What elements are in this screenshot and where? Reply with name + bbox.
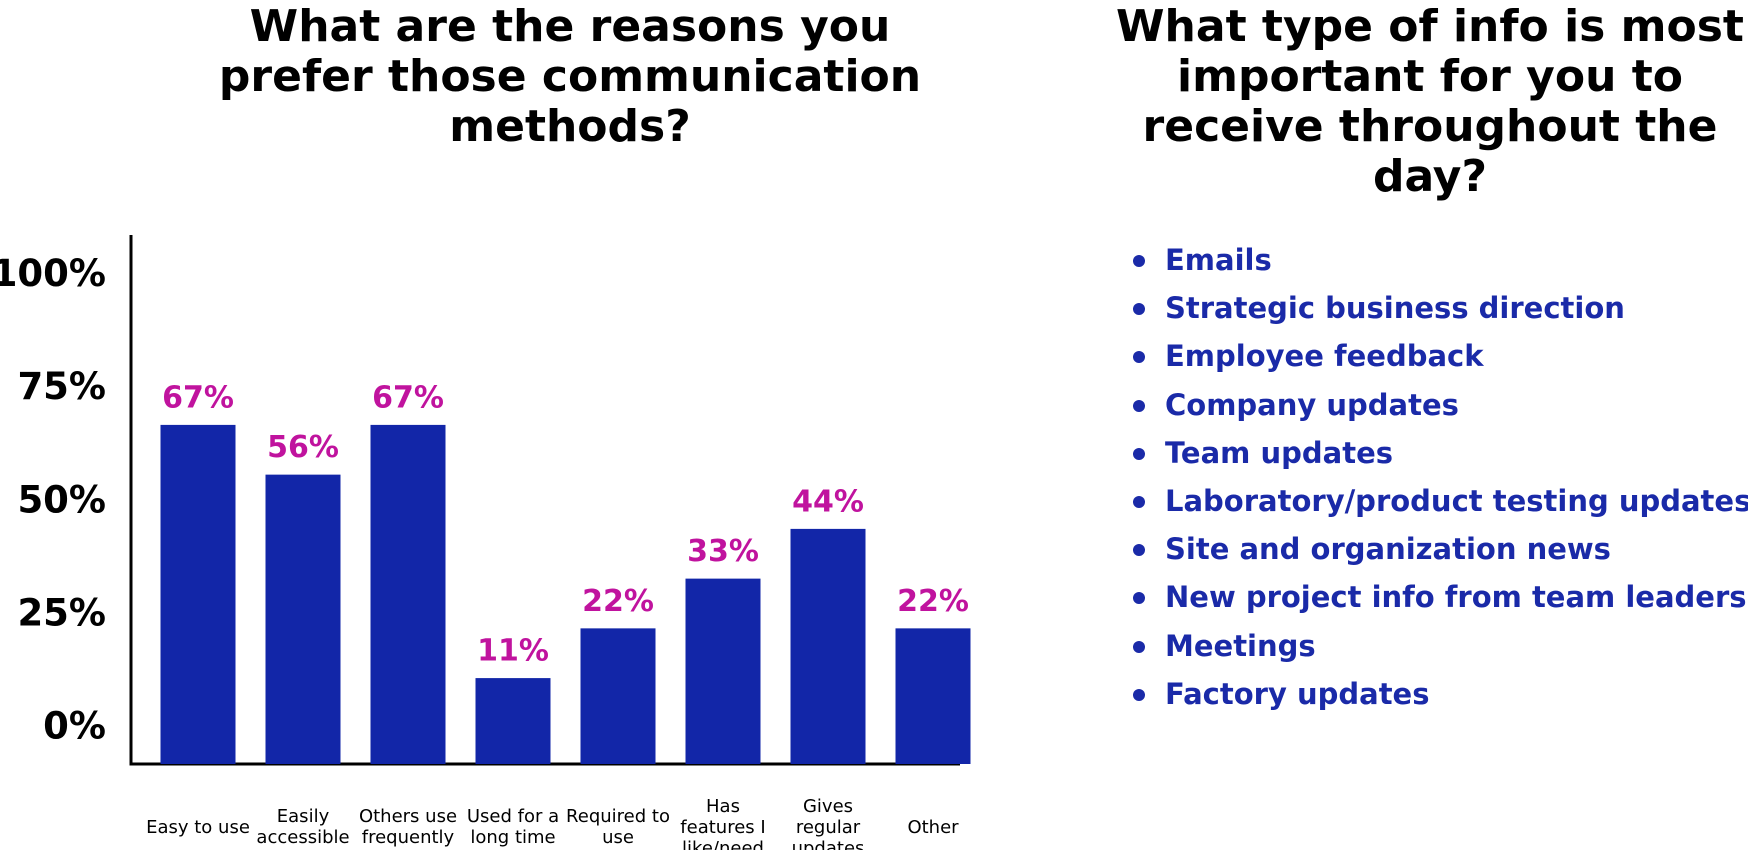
- value-label: 22%: [582, 584, 654, 619]
- x-tick-label: Has features I like/need: [671, 792, 775, 850]
- list-item: New project info from team leaders: [1128, 573, 1748, 621]
- value-label: 67%: [372, 380, 444, 415]
- chart: 0% 25% 50% 75% 100% 67% 56% 67% 11% 22% 33% 44% 22%: [0, 235, 971, 766]
- list-item: Factory updates: [1128, 670, 1748, 718]
- value-label: 67%: [162, 380, 234, 415]
- y-tick-label: 0%: [43, 704, 106, 747]
- x-tick-text: Required to use: [566, 806, 670, 848]
- x-tick-text: Used for a long time: [466, 806, 560, 848]
- info-list: Emails Strategic business direction Employ…: [1128, 236, 1748, 718]
- value-label: 44%: [792, 484, 864, 519]
- value-label: 33%: [687, 534, 759, 569]
- y-tick-label: 50%: [17, 478, 106, 521]
- list-item: Strategic business direction: [1128, 284, 1748, 332]
- y-tick-label: 25%: [17, 591, 106, 634]
- value-label: 22%: [897, 584, 969, 619]
- list-item: Site and organization news: [1128, 525, 1748, 573]
- x-tick-label: Easy to use: [146, 792, 250, 850]
- bar: [265, 474, 341, 764]
- x-tick-label: Gives regular updates: [776, 792, 880, 850]
- x-tick-text: Gives regular updates: [791, 795, 865, 850]
- bar: [475, 678, 551, 764]
- list-title: What type of info is most important for …: [1116, 1, 1744, 202]
- x-tick-label: Easily accessible: [251, 792, 355, 850]
- x-tick-text: Easily accessible: [256, 806, 350, 848]
- list-item: Employee feedback: [1128, 332, 1748, 380]
- x-tick-label: Required to use: [566, 792, 670, 850]
- value-label: 56%: [267, 430, 339, 465]
- x-tick-label: Others use frequently: [356, 792, 460, 850]
- x-tick-label: Other: [881, 792, 985, 850]
- bar: [790, 528, 866, 764]
- list-item: Emails: [1128, 236, 1748, 284]
- x-tick-label: Used for a long time: [461, 792, 565, 850]
- bar: [685, 578, 761, 764]
- chart-title: What are the reasons you prefer those co…: [218, 1, 922, 152]
- list-item: Laboratory/product testing updates: [1128, 477, 1748, 525]
- value-label: 11%: [477, 634, 549, 669]
- bar: [895, 628, 971, 764]
- x-tick-text: Has features I like/need: [680, 795, 766, 850]
- bar: [160, 424, 236, 764]
- y-tick-label: 75%: [17, 365, 106, 408]
- bar: [580, 628, 656, 764]
- x-tick-text: Easy to use: [146, 816, 250, 838]
- list-item: Company updates: [1128, 381, 1748, 429]
- x-tick-text: Others use frequently: [358, 806, 458, 848]
- bar: [370, 424, 446, 764]
- list-item: Meetings: [1128, 622, 1748, 670]
- x-tick-text: Other: [907, 816, 959, 838]
- y-tick-label: 100%: [0, 252, 106, 295]
- list-item: Team updates: [1128, 429, 1748, 477]
